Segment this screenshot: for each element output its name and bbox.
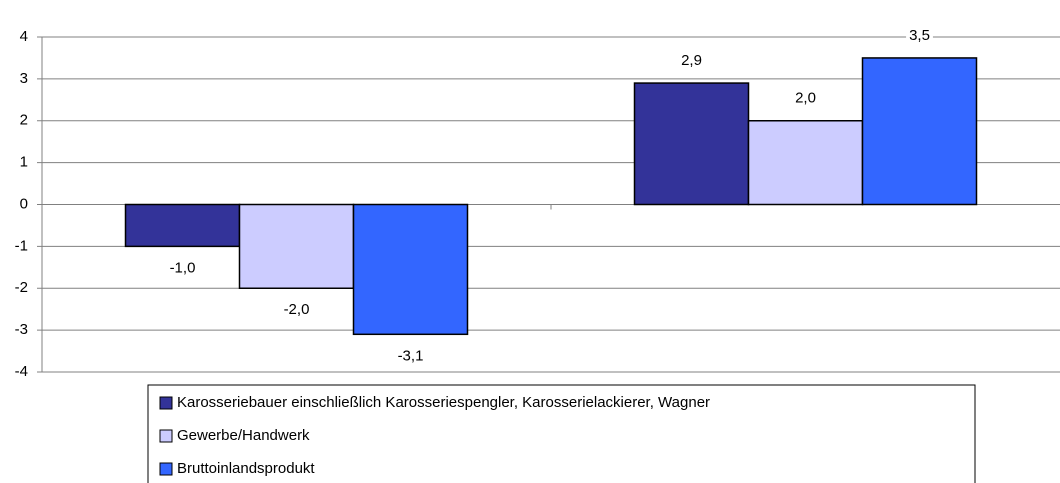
value-label-bg	[678, 52, 705, 70]
y-tick-label: 0	[20, 195, 28, 212]
legend-label: Karosseriebauer einschließlich Karosseri…	[177, 394, 710, 411]
value-label-bg	[166, 259, 199, 277]
y-tick-label: -4	[15, 363, 28, 380]
legend-swatch	[159, 396, 173, 410]
legend-label: Gewerbe/Handwerk	[177, 427, 310, 444]
legend-swatch	[159, 429, 173, 443]
value-label-bg	[792, 89, 819, 107]
y-tick-label: -1	[15, 237, 28, 254]
legend-label: Bruttoinlandsprodukt	[177, 460, 315, 477]
bar	[238, 203, 355, 289]
value-label: -3,1	[398, 347, 424, 364]
y-tick-label: -3	[15, 321, 28, 338]
y-tick-label: 3	[20, 70, 28, 87]
value-label: -1,0	[170, 259, 196, 276]
bar	[124, 203, 241, 248]
value-label: 2,0	[795, 90, 816, 107]
legend-swatch	[159, 462, 173, 476]
y-tick-label: 1	[20, 154, 28, 171]
bar	[633, 82, 750, 206]
bar	[352, 203, 469, 336]
y-tick-label: 2	[20, 112, 28, 129]
value-label: 3,5	[909, 27, 930, 44]
bar	[861, 57, 978, 206]
value-label-bg	[906, 26, 933, 44]
bar	[747, 120, 864, 206]
y-tick-label: 4	[20, 28, 28, 45]
value-label-bg	[280, 301, 313, 319]
y-tick-label: -2	[15, 279, 28, 296]
value-label: 2,9	[681, 52, 702, 69]
value-label: -2,0	[284, 301, 310, 318]
legend-box	[147, 384, 976, 483]
value-label-bg	[394, 347, 427, 365]
